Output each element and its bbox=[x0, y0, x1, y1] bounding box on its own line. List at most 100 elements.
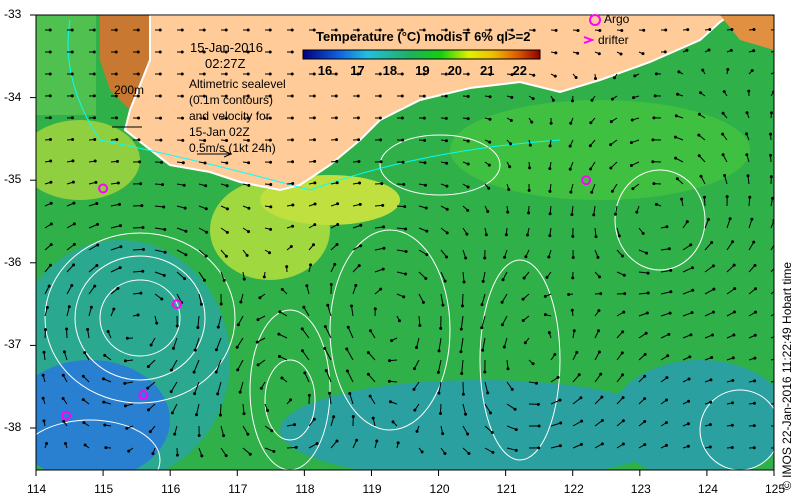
arrow-head bbox=[115, 159, 119, 163]
arrow-head bbox=[571, 255, 575, 259]
arrow-head bbox=[567, 293, 571, 297]
arrow-head bbox=[400, 116, 404, 120]
arrow-head bbox=[204, 184, 208, 188]
arrow-head bbox=[162, 273, 166, 277]
arrow-head bbox=[775, 28, 778, 31]
argo-float-marker[interactable] bbox=[98, 183, 109, 194]
arrow-head bbox=[556, 375, 560, 379]
velocity-arrow bbox=[264, 447, 275, 452]
argo-float-marker[interactable] bbox=[581, 175, 592, 186]
arrow-head bbox=[579, 396, 583, 400]
arrow-head bbox=[753, 379, 757, 383]
arrow-head bbox=[82, 421, 86, 425]
arrow-head bbox=[580, 419, 584, 423]
velocity-arrow bbox=[88, 265, 98, 273]
arrow-head bbox=[218, 413, 222, 417]
arrow-head bbox=[709, 400, 713, 404]
x-tick-label: 118 bbox=[295, 482, 315, 496]
velocity-arrow bbox=[220, 425, 225, 436]
arrow-head bbox=[619, 52, 623, 56]
arrow-head bbox=[81, 398, 85, 402]
velocity-arrow bbox=[770, 50, 774, 53]
arrow-head bbox=[359, 223, 363, 227]
arrow-head bbox=[262, 275, 266, 279]
arrow-head bbox=[486, 209, 490, 213]
arrow-head bbox=[710, 241, 714, 245]
arrow-head bbox=[103, 353, 107, 357]
arrow-head bbox=[674, 156, 678, 160]
arrow-head bbox=[501, 278, 505, 282]
arrow-head bbox=[466, 117, 470, 121]
arrow-head bbox=[769, 153, 773, 157]
arrow-head bbox=[300, 327, 304, 331]
arrow-head bbox=[599, 292, 603, 296]
velocity-arrow bbox=[726, 241, 734, 251]
arrow-head bbox=[311, 243, 315, 247]
arrow-head bbox=[543, 313, 547, 317]
arrow-head bbox=[285, 265, 289, 269]
arrow-head bbox=[732, 333, 736, 337]
arrow-head bbox=[49, 180, 53, 184]
arrow-head bbox=[725, 195, 729, 199]
arrow-head bbox=[697, 112, 701, 116]
velocity-arrow bbox=[460, 315, 464, 330]
velocity-arrow bbox=[638, 292, 649, 295]
arrow-head bbox=[621, 373, 625, 377]
arrow-head bbox=[651, 160, 655, 164]
arrow-head bbox=[487, 163, 491, 167]
arrow-head bbox=[42, 419, 46, 423]
arrow-head bbox=[42, 350, 46, 354]
arrow-head bbox=[72, 222, 76, 226]
arrow-head bbox=[652, 116, 656, 120]
argo-float-marker[interactable] bbox=[138, 389, 149, 400]
arrow-head bbox=[466, 162, 470, 166]
arrow-head bbox=[115, 138, 119, 142]
arrow-head bbox=[184, 229, 188, 233]
arrow-head bbox=[116, 286, 120, 290]
arrow-head bbox=[633, 74, 637, 78]
arrow-head bbox=[181, 161, 185, 165]
arrow-head bbox=[547, 255, 551, 259]
arrow-head bbox=[508, 165, 512, 169]
arrow-head bbox=[291, 160, 295, 164]
arrow-head bbox=[312, 116, 316, 120]
arrow-head bbox=[685, 220, 689, 224]
arrow-head bbox=[548, 212, 552, 216]
arrow-head bbox=[506, 210, 510, 214]
velocity-arrow bbox=[418, 249, 428, 256]
velocity-arrow bbox=[172, 403, 178, 414]
velocity-arrow bbox=[682, 312, 693, 317]
velocity-arrow bbox=[482, 271, 486, 282]
arrow-head bbox=[613, 76, 617, 80]
arrow-head bbox=[460, 304, 464, 308]
velocity-arrow bbox=[704, 265, 714, 273]
argo-float-marker[interactable] bbox=[171, 299, 182, 310]
velocity-arrow bbox=[329, 393, 332, 405]
arrow-head bbox=[641, 52, 645, 56]
argo-float-marker[interactable] bbox=[61, 410, 72, 421]
arrow-head bbox=[123, 359, 127, 363]
arrow-head bbox=[92, 116, 96, 120]
colorbar-tick-label: 20 bbox=[447, 63, 463, 78]
arrow-head bbox=[67, 305, 71, 309]
arrow-head bbox=[443, 451, 447, 455]
arrow-head bbox=[690, 266, 694, 270]
arrow-head bbox=[136, 72, 140, 76]
arrow-head bbox=[621, 419, 625, 423]
arrow-head bbox=[481, 348, 485, 352]
arrow-head bbox=[118, 266, 122, 270]
arrow-head bbox=[123, 381, 127, 385]
arrow-head bbox=[183, 277, 187, 281]
colorbar-tick-label: 16 bbox=[317, 63, 333, 78]
arrow-head bbox=[381, 203, 385, 207]
x-tick-label: 117 bbox=[228, 482, 248, 496]
arrow-head bbox=[305, 284, 309, 288]
arrow-head bbox=[235, 345, 239, 349]
arrow-head bbox=[589, 121, 593, 125]
velocity-arrow bbox=[550, 422, 561, 427]
arrow-head bbox=[315, 442, 319, 446]
arrow-head bbox=[268, 138, 272, 142]
arrow-head bbox=[592, 213, 596, 217]
arrow-head bbox=[730, 27, 734, 31]
arrow-head bbox=[643, 374, 647, 378]
